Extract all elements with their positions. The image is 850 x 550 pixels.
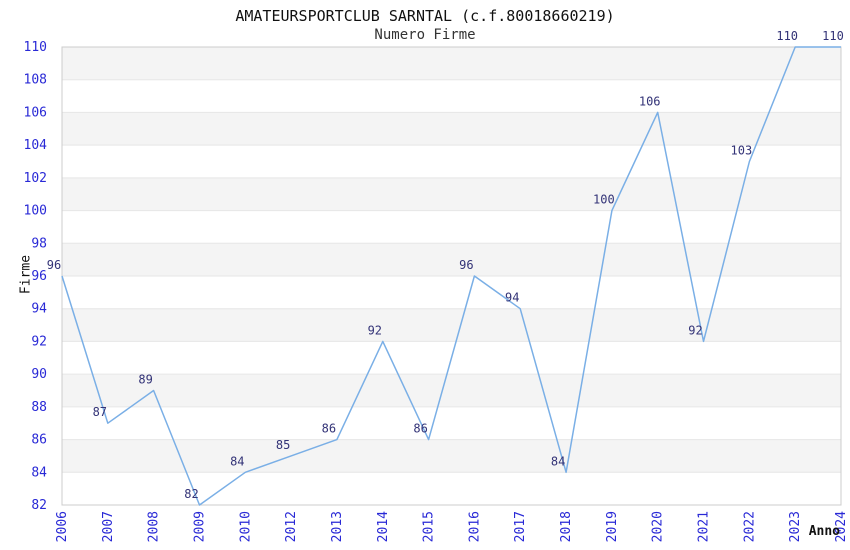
data-label: 89 (138, 373, 152, 387)
data-label: 103 (731, 144, 753, 158)
x-axis-title: Anno (808, 524, 840, 539)
y-tick-label: 86 (31, 433, 47, 448)
data-label: 106 (639, 94, 661, 108)
data-label: 86 (413, 422, 427, 436)
y-tick-label: 104 (24, 138, 48, 153)
data-label: 92 (688, 323, 702, 337)
y-tick-label: 98 (31, 236, 47, 251)
data-label: 96 (47, 258, 61, 272)
data-label: 84 (551, 454, 565, 468)
x-tick-label: 2016 (467, 511, 482, 542)
x-tick-label: 2009 (193, 511, 208, 542)
y-tick-label: 96 (31, 269, 47, 284)
x-tick-label: 2017 (513, 511, 528, 542)
y-tick-label: 88 (31, 400, 47, 415)
data-label: 92 (368, 323, 382, 337)
x-tick-label: 2024 (834, 511, 849, 542)
y-tick-label: 84 (31, 465, 47, 480)
plot-band (62, 374, 841, 407)
chart-title: AMATEURSPORTCLUB SARNTAL (c.f.8001866021… (235, 7, 615, 25)
x-tick-label: 2007 (101, 511, 116, 542)
x-tick-label: 2020 (651, 511, 666, 542)
data-label: 84 (230, 454, 244, 468)
chart-subtitle: Numero Firme (374, 27, 476, 43)
data-label: 110 (822, 29, 844, 43)
data-label: 87 (93, 405, 107, 419)
data-label: 94 (505, 291, 519, 305)
x-tick-label: 2018 (559, 511, 574, 542)
y-tick-label: 90 (31, 367, 47, 382)
y-tick-label: 94 (31, 302, 47, 317)
x-tick-label: 2012 (284, 511, 299, 542)
plot-band (62, 177, 841, 211)
x-tick-label: 2010 (238, 511, 253, 542)
plot-band (62, 243, 841, 276)
x-tick-label: 2019 (605, 511, 620, 542)
y-tick-label: 108 (24, 73, 47, 88)
y-tick-label: 92 (31, 334, 47, 349)
y-tick-label: 100 (24, 204, 47, 219)
plot-band (62, 308, 841, 342)
x-tick-label: 2022 (742, 511, 757, 542)
data-label: 100 (593, 193, 615, 207)
series-line (61, 46, 841, 506)
x-tick-label: 2013 (330, 511, 345, 542)
plot-band (62, 439, 841, 473)
x-tick-label: 2014 (376, 511, 391, 542)
y-tick-label: 110 (24, 40, 47, 55)
plot-band (62, 47, 841, 80)
plot-band (62, 112, 841, 146)
x-tick-label: 2015 (422, 511, 437, 542)
data-label: 85 (276, 438, 290, 452)
y-tick-label: 82 (31, 498, 47, 513)
y-axis-title: Firme (18, 254, 34, 295)
y-tick-label: 102 (24, 171, 47, 186)
x-tick-label: 2021 (697, 511, 712, 542)
x-tick-label: 2008 (147, 511, 162, 542)
data-label: 82 (184, 487, 198, 501)
data-label: 96 (459, 258, 473, 272)
y-tick-label: 106 (24, 105, 47, 120)
x-tick-label: 2006 (55, 511, 70, 542)
data-label: 110 (776, 29, 798, 43)
x-tick-label: 2023 (788, 511, 803, 542)
data-label: 86 (322, 422, 336, 436)
